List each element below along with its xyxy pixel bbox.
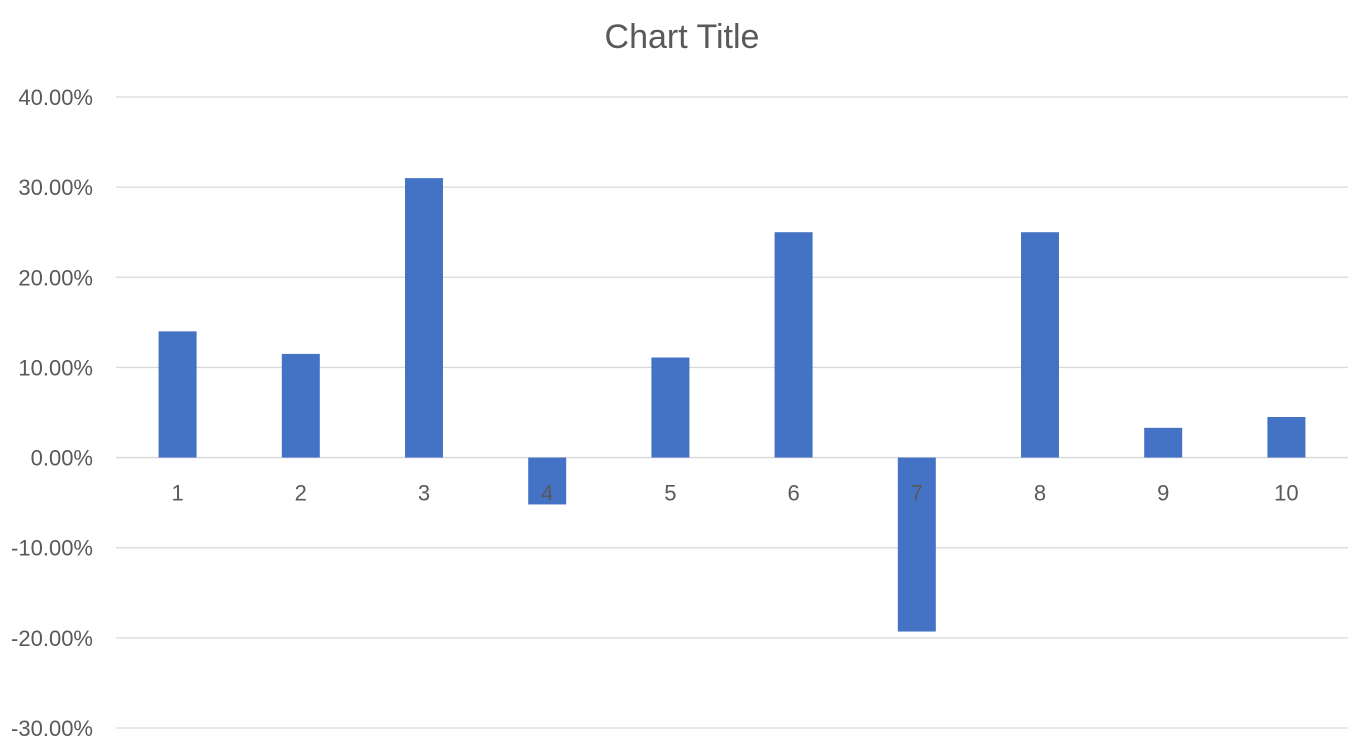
bar [651, 357, 690, 458]
bar [1267, 417, 1306, 458]
x-axis-tick-labels: 1 2 3 4 5 6 7 8 9 10 [171, 481, 1298, 506]
bar [1144, 427, 1183, 458]
bar [774, 232, 813, 458]
bar [1021, 232, 1059, 458]
x-tick-label: 10 [1274, 481, 1298, 506]
x-tick-label: 3 [418, 481, 430, 506]
x-tick-label: 4 [541, 481, 553, 506]
bar [897, 457, 936, 632]
x-tick-label: 1 [171, 481, 183, 506]
y-tick-label: 10.00% [18, 355, 93, 380]
x-tick-label: 2 [295, 481, 307, 506]
y-tick-label: 20.00% [18, 265, 93, 290]
bar [158, 331, 197, 458]
chart-title: Chart Title [605, 18, 760, 56]
y-tick-label: 0.00% [31, 446, 93, 471]
gridlines [116, 96, 1348, 729]
x-tick-label: 8 [1034, 481, 1046, 506]
y-tick-label: -30.00% [11, 716, 93, 741]
bar [281, 353, 320, 458]
bars [158, 178, 1306, 632]
x-tick-label: 9 [1157, 481, 1169, 506]
y-tick-label: -10.00% [11, 536, 93, 561]
x-tick-label: 5 [664, 481, 676, 506]
y-tick-label: 30.00% [18, 175, 93, 200]
bar [405, 178, 443, 458]
x-tick-label: 7 [911, 481, 923, 506]
x-tick-label: 6 [787, 481, 799, 506]
y-tick-label: -20.00% [11, 626, 93, 651]
bar [528, 457, 567, 505]
y-axis-tick-labels: 40.00% 30.00% 20.00% 10.00% 0.00% -10.00% -20.… [11, 85, 93, 741]
y-tick-label: 40.00% [18, 85, 93, 110]
